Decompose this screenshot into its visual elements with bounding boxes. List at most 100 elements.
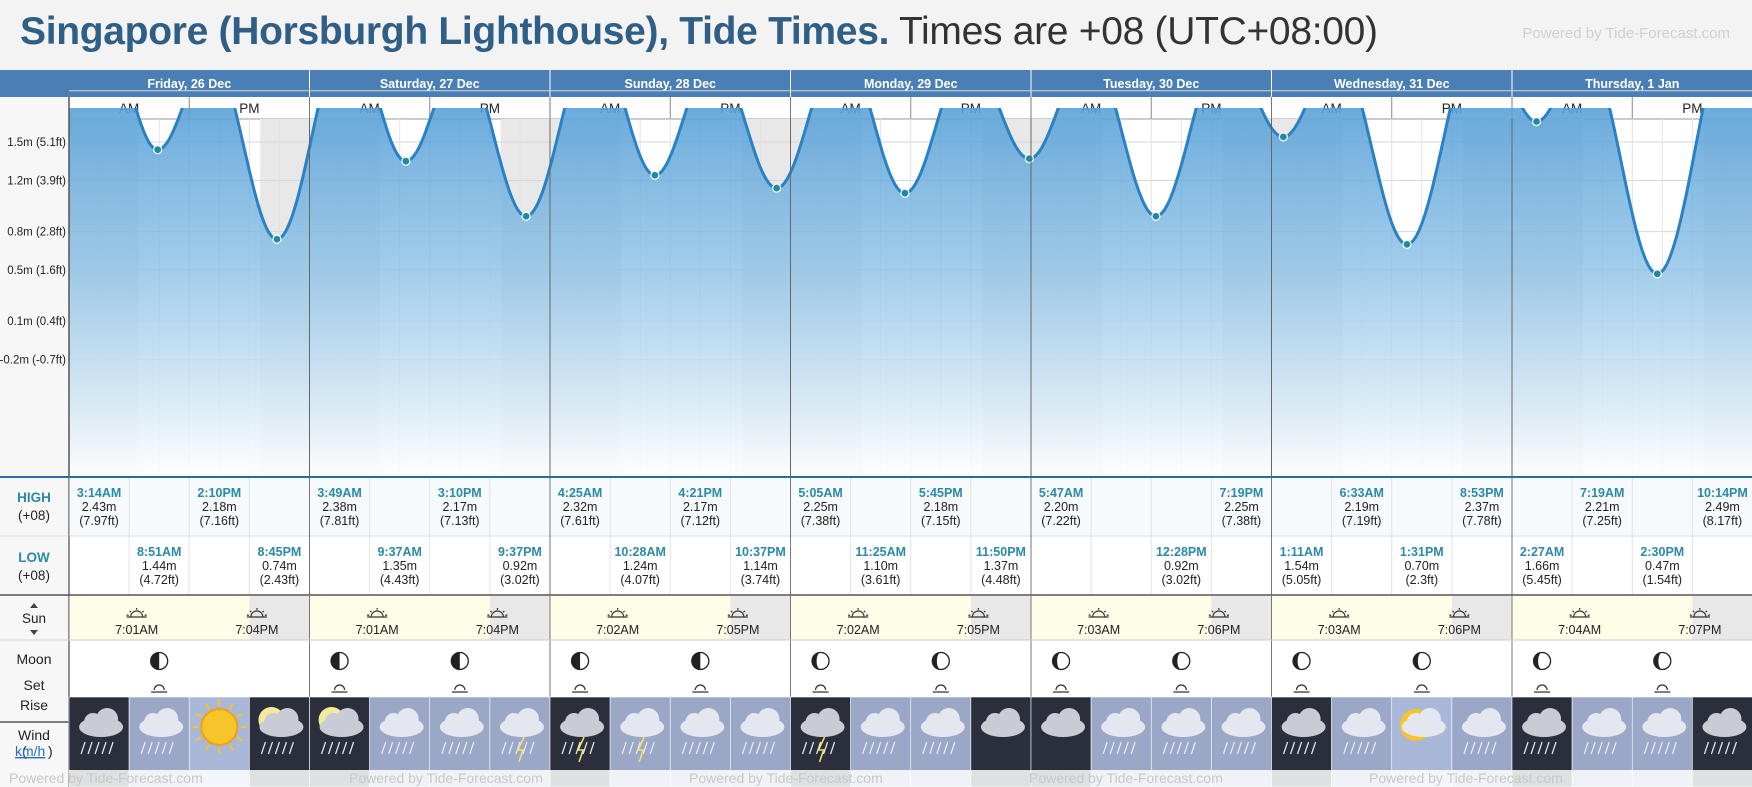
sunset-icon: [246, 608, 268, 618]
high-tide-height: 2.49m: [1705, 500, 1740, 514]
day-label: Tuesday, 30 Dec: [1103, 77, 1199, 91]
low-tide-height: 1.35m: [382, 559, 417, 573]
high-tz-label: (+08): [18, 508, 50, 523]
moon-set-icon: [1173, 684, 1190, 693]
high-tide-feet: (7.13ft): [440, 514, 480, 528]
sunset-icon: [487, 608, 508, 618]
moon-set-icon: [1654, 684, 1671, 693]
sun-label: Sun: [22, 611, 46, 626]
tide-point: [1024, 154, 1034, 164]
wind-unit-link[interactable]: km/h: [15, 743, 45, 759]
tide-point: [153, 145, 163, 155]
moon-set-icon: [1413, 684, 1430, 693]
sunrise-time: 7:02AM: [596, 623, 639, 637]
day-header-band: [0, 70, 1752, 97]
sunrise-icon: [126, 608, 147, 618]
low-tide-feet: (4.72ft): [139, 573, 179, 587]
y-tick-label: -0.2m (-0.7ft): [0, 355, 66, 367]
moon-set-icon: [692, 684, 709, 693]
moon-rise-icon: [331, 684, 348, 693]
tide-point: [1151, 211, 1161, 221]
sunrise-time: 7:02AM: [837, 623, 880, 637]
wind-label: Wind: [18, 727, 50, 743]
title-location: Singapore (Horsburgh Lighthouse), Tide T…: [20, 10, 890, 53]
footer-watermark: Powered by Tide-Forecast.com: [1369, 770, 1563, 786]
sunrise-icon: [1088, 608, 1109, 618]
day-label: Thursday, 1 Jan: [1585, 77, 1679, 91]
sunset-time: 7:06PM: [1197, 623, 1240, 637]
sunrise-icon: [607, 608, 628, 618]
moon-waxing-gibbous-icon: [1292, 651, 1311, 671]
wind-unit-paren-close: ): [48, 743, 53, 759]
tide-area: [69, 108, 1752, 477]
moon-waxing-gibbous-icon: [811, 651, 830, 671]
day-label: Friday, 26 Dec: [147, 77, 231, 91]
tide-point: [1652, 269, 1662, 279]
low-tide-feet: (4.43ft): [380, 573, 420, 587]
sunset-icon: [1449, 608, 1470, 618]
low-tide-time: 1:11AM: [1280, 545, 1324, 559]
low-tide-feet: (3.02ft): [500, 573, 540, 587]
sunrise-time: 7:01AM: [356, 623, 399, 637]
tide-point: [1402, 239, 1412, 249]
low-tide-time: 10:37PM: [735, 545, 786, 559]
moon-set-icon: [451, 684, 468, 693]
high-tide-feet: (7.12ft): [681, 514, 721, 528]
moon-waxing-gibbous-icon: [931, 651, 950, 671]
day-label: Wednesday, 31 Dec: [1334, 77, 1450, 91]
sunset-cell: [970, 596, 1031, 640]
high-tide-time: 7:19AM: [1580, 486, 1624, 500]
low-tide-height: 1.14m: [743, 559, 778, 573]
moon-waxing-gibbous-icon: [1172, 651, 1191, 671]
tide-point: [521, 211, 531, 221]
moon-waxing-gibbous-icon: [1412, 651, 1431, 671]
y-tick-label: 1.2m (3.9ft): [7, 175, 66, 187]
tide-point: [1531, 116, 1542, 127]
low-tide-feet: (5.45ft): [1522, 573, 1562, 587]
moon-set-label: Set: [23, 677, 44, 693]
high-tide-height: 2.17m: [683, 500, 718, 514]
sunset-cell: [730, 596, 791, 640]
high-tide-feet: (7.81ft): [320, 514, 360, 528]
moon-waxing-gibbous-icon: [1532, 651, 1552, 671]
high-tide-time: 3:10PM: [438, 486, 482, 500]
tide-point: [650, 170, 660, 180]
moon-rise-icon: [1053, 684, 1070, 693]
high-tide-height: 2.18m: [202, 500, 237, 514]
low-tide-time: 9:37PM: [498, 545, 542, 559]
high-tide-time: 4:25AM: [558, 486, 602, 500]
low-tz-label: (+08): [18, 568, 50, 583]
tide-point: [772, 183, 782, 193]
moon-rise-icon: [812, 684, 829, 693]
low-tide-height: 1.54m: [1284, 559, 1319, 573]
low-tide-time: 2:30PM: [1640, 545, 1684, 559]
sunset-cell: [1692, 596, 1752, 640]
y-tick-label: 0.1m (0.4ft): [7, 316, 66, 328]
moon-set-icon: [932, 684, 949, 693]
low-tide-height: 0.74m: [262, 559, 297, 573]
moon-first-quarter-icon: [150, 651, 169, 671]
day-label: Saturday, 27 Dec: [380, 77, 480, 91]
sunset-cell: [1211, 596, 1272, 640]
moon-first-quarter-icon: [691, 651, 710, 671]
low-label: LOW: [18, 550, 50, 565]
moon-waxing-gibbous-icon: [1653, 651, 1672, 671]
low-tide-time: 1:31PM: [1400, 545, 1444, 559]
high-tide-feet: (7.97ft): [79, 514, 119, 528]
sunset-cell: [489, 596, 550, 640]
sunrise-time: 7:04AM: [1558, 623, 1601, 637]
sunrise-time: 7:01AM: [115, 623, 158, 637]
high-tide-time: 5:05AM: [798, 486, 842, 500]
day-label: Sunday, 28 Dec: [625, 77, 717, 91]
page-header: Singapore (Horsburgh Lighthouse), Tide T…: [0, 0, 1752, 70]
footer-watermark: Powered by Tide-Forecast.com: [689, 770, 883, 786]
high-tide-feet: (7.15ft): [921, 514, 961, 528]
low-tide-height: 0.47m: [1645, 559, 1680, 573]
high-tide-height: 2.43m: [82, 500, 117, 514]
y-tick-label: 0.8m (2.8ft): [7, 227, 66, 239]
sunset-icon: [727, 608, 749, 618]
sunset-time: 7:04PM: [476, 623, 519, 637]
sun-down-arrow-icon: [30, 630, 38, 635]
tide-point: [1278, 132, 1288, 142]
low-tide-feet: (5.05ft): [1282, 573, 1322, 587]
